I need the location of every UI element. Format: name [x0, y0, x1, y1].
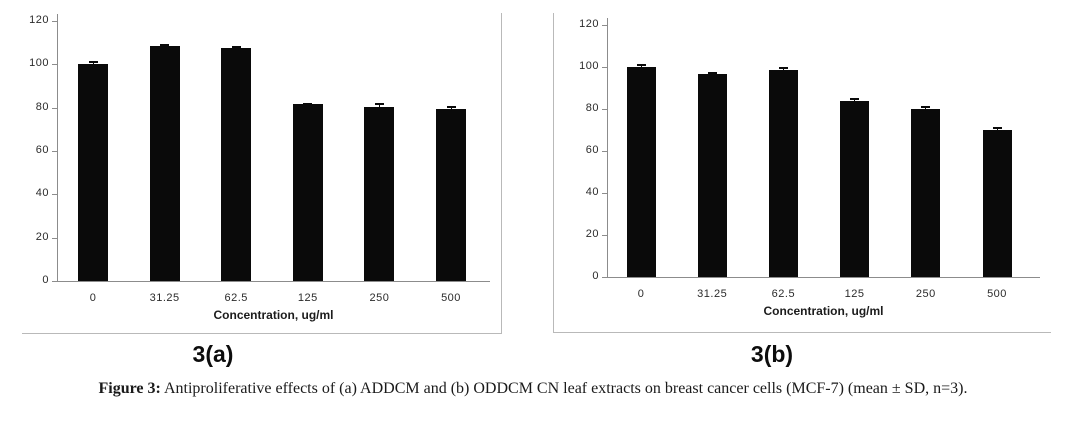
x-axis-line — [607, 277, 1040, 278]
x-tick-label: 31.25 — [149, 292, 180, 304]
x-axis-title: Concentration, ug/ml — [763, 304, 884, 318]
bar — [221, 48, 252, 281]
bar — [982, 130, 1012, 277]
figure-caption: Figure 3: Antiproliferative effects of (… — [0, 380, 1066, 398]
bar — [626, 67, 656, 277]
x-tick-label: 125 — [297, 292, 318, 304]
figure-caption-label: Figure 3: — [98, 380, 161, 397]
y-tick-label: 60 — [585, 144, 599, 156]
y-tick-label: 120 — [29, 14, 49, 26]
error-bar-cap — [303, 102, 313, 105]
x-tick-label: 125 — [844, 288, 865, 300]
y-tick-label: 40 — [585, 186, 599, 198]
bar — [697, 74, 727, 277]
error-bar-cap — [850, 97, 860, 100]
error-bar-stem — [92, 61, 94, 67]
bar — [149, 45, 180, 281]
error-bar-cap — [992, 127, 1002, 130]
y-tick-mark — [602, 151, 607, 152]
y-tick-label: 0 — [42, 274, 49, 286]
y-tick-mark — [602, 67, 607, 68]
bar — [78, 64, 108, 281]
y-tick-mark — [52, 194, 57, 196]
y-tick-label: 40 — [35, 187, 49, 200]
error-bar-cap — [88, 61, 98, 64]
figure-caption-text: Antiproliferative effects of (a) ADDCM a… — [160, 380, 968, 397]
error-bar-stem — [450, 105, 452, 111]
y-tick-label: 100 — [579, 60, 599, 72]
error-bar-cap — [160, 44, 170, 47]
error-bar-stem — [782, 67, 784, 73]
bar — [768, 70, 798, 277]
y-tick-label: 0 — [592, 270, 599, 282]
y-tick-label: 100 — [29, 57, 49, 70]
bar — [911, 109, 941, 277]
error-bar-stem — [925, 106, 927, 111]
y-tick-label: 20 — [35, 230, 49, 243]
y-tick-mark — [602, 25, 607, 26]
error-bar-stem — [640, 64, 642, 69]
x-tick-label: 31.25 — [697, 288, 728, 300]
error-bar-cap — [778, 67, 788, 70]
error-bar-stem — [854, 97, 856, 103]
y-tick-label: 80 — [35, 100, 49, 113]
error-bar-cap — [446, 105, 456, 108]
error-bar-cap — [231, 46, 241, 49]
y-tick-mark — [602, 235, 607, 236]
bar — [292, 104, 323, 281]
x-axis-title: Concentration, ug/ml — [213, 308, 334, 322]
bar — [364, 106, 395, 281]
error-bar-cap — [374, 103, 384, 106]
x-tick-label: 500 — [987, 288, 1007, 300]
y-tick-label: 120 — [579, 18, 599, 30]
panel-label-b: 3(b) — [750, 341, 794, 367]
y-tick-label: 80 — [585, 102, 599, 114]
y-tick-mark — [52, 281, 57, 282]
y-tick-mark — [52, 64, 57, 66]
x-tick-label: 62.5 — [771, 288, 796, 300]
error-bar-cap — [636, 64, 646, 67]
y-tick-mark — [602, 109, 607, 110]
y-tick-mark — [52, 107, 57, 109]
y-axis-line — [57, 14, 58, 281]
y-tick-label: 60 — [35, 144, 49, 156]
error-bar-stem — [711, 71, 713, 77]
x-tick-label: 500 — [441, 292, 461, 304]
x-axis-line — [57, 281, 490, 282]
error-bar-stem — [378, 103, 380, 109]
y-tick-mark — [602, 193, 607, 194]
x-tick-label: 0 — [89, 292, 97, 304]
error-bar-cap — [707, 71, 717, 74]
y-tick-label: 20 — [585, 228, 599, 240]
x-tick-label: 250 — [915, 288, 936, 300]
bar — [840, 100, 870, 277]
x-tick-label: 62.5 — [224, 292, 248, 304]
y-tick-mark — [52, 237, 57, 239]
x-tick-label: 250 — [369, 292, 390, 304]
y-tick-mark — [52, 21, 57, 22]
bar — [436, 108, 466, 281]
y-tick-mark — [602, 277, 607, 278]
panel-label-a: 3(a) — [192, 341, 234, 367]
error-bar-stem — [996, 127, 998, 132]
y-tick-mark — [52, 151, 57, 152]
error-bar-cap — [921, 106, 931, 109]
x-tick-label: 0 — [637, 288, 645, 300]
y-axis-line — [607, 18, 608, 277]
